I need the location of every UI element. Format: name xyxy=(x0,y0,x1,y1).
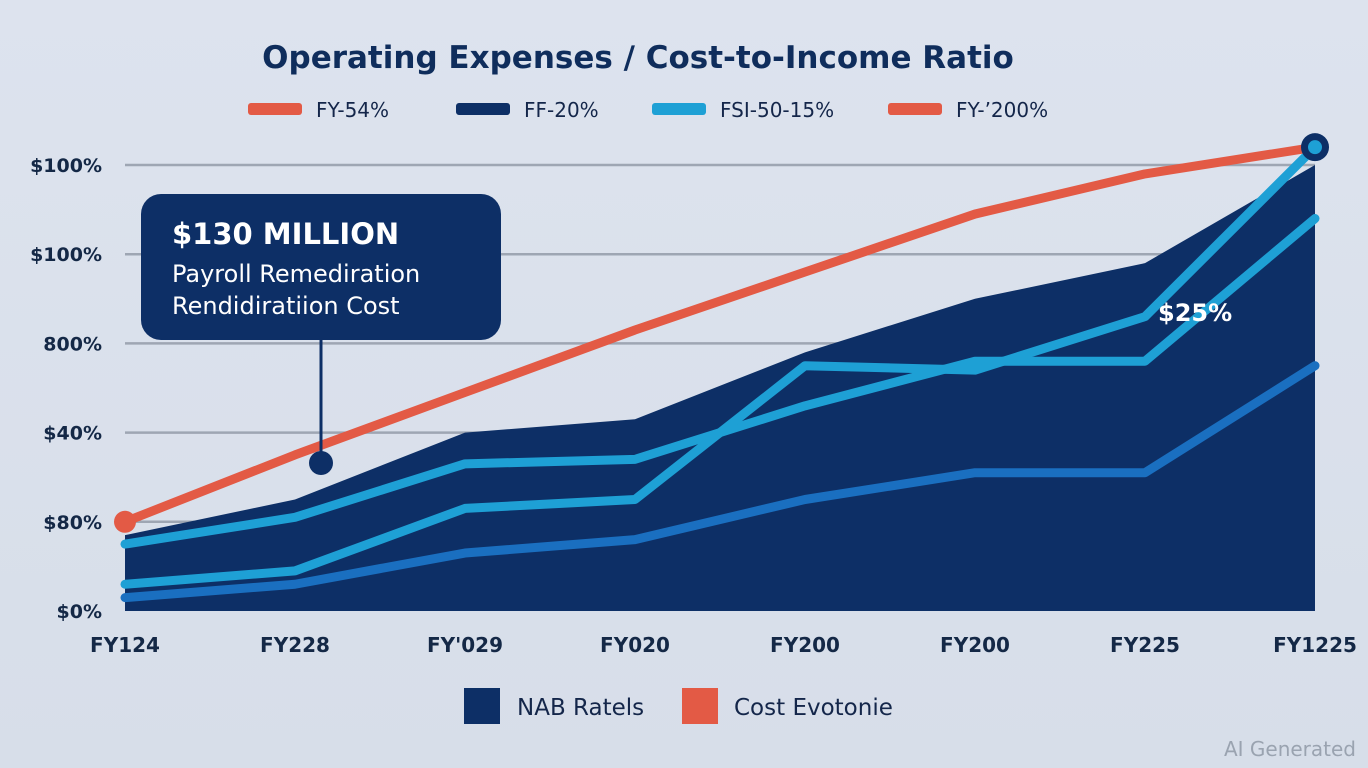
callout-line: Payroll Remediration xyxy=(172,260,420,288)
legend-swatch xyxy=(682,688,718,724)
top-legend-item: FF-20% xyxy=(456,98,599,122)
legend-swatch xyxy=(652,103,706,115)
top-legend-item: FY-54% xyxy=(248,98,389,122)
area-series xyxy=(125,165,1315,611)
line-series xyxy=(120,361,1320,603)
x-tick-label: FY200 xyxy=(770,633,840,657)
y-tick-label: $80% xyxy=(43,512,102,534)
legend-swatch xyxy=(464,688,500,724)
x-tick-label: FY228 xyxy=(260,633,330,657)
legend-swatch xyxy=(248,103,302,115)
y-tick-label: $40% xyxy=(43,423,102,445)
chart-title: Operating Expenses ∕ Cost-to-Income Rati… xyxy=(262,40,1014,76)
x-tick-label: FY225 xyxy=(1110,633,1180,657)
y-tick-label: $100% xyxy=(30,155,102,177)
x-tick-label: FY124 xyxy=(90,633,160,657)
bottom-legend: NAB Ratels Cost Evotonie xyxy=(464,688,893,724)
legend-swatch xyxy=(456,103,510,115)
x-tick-label: FY'029 xyxy=(427,633,503,657)
callout-box xyxy=(141,194,501,340)
legend-label: FF-20% xyxy=(524,98,599,122)
plot-area xyxy=(114,133,1329,611)
callout-title: $130 MILLION xyxy=(172,217,399,251)
legend-label: FSI-50-15% xyxy=(720,98,834,122)
y-axis: $0% $80% $40% 800% $100% $100% xyxy=(30,155,102,623)
top-legend-item: FY-’200% xyxy=(888,98,1048,122)
bottom-legend-item: NAB Ratels xyxy=(464,688,644,724)
x-tick-label: FY200 xyxy=(940,633,1010,657)
inline-data-label: $25% xyxy=(1158,299,1232,327)
y-tick-label: 800% xyxy=(43,333,102,355)
x-tick-label: FY020 xyxy=(600,633,670,657)
legend-label: NAB Ratels xyxy=(517,695,644,721)
top-legend-item: FSI-50-15% xyxy=(652,98,834,122)
legend-label: FY-54% xyxy=(316,98,389,122)
line-series xyxy=(120,142,1320,527)
callout-annotation: $130 MILLION Payroll Remediration Rendid… xyxy=(141,194,501,475)
bottom-legend-item: Cost Evotonie xyxy=(682,688,893,724)
top-legend: FY-54% FF-20% FSI-50-15% FY-’200% xyxy=(248,98,1048,122)
legend-swatch xyxy=(888,103,942,115)
line-start-marker xyxy=(114,510,136,533)
x-tick-label: FY1225 xyxy=(1273,633,1357,657)
y-tick-label: $100% xyxy=(30,244,102,266)
legend-label: FY-’200% xyxy=(956,98,1048,122)
watermark: AI Generated xyxy=(1224,737,1356,761)
y-tick-label: $0% xyxy=(57,601,102,623)
line-end-marker-inner xyxy=(1308,140,1322,155)
legend-label: Cost Evotonie xyxy=(734,695,893,721)
callout-marker xyxy=(309,451,333,475)
line-series xyxy=(120,142,1320,589)
x-axis: FY124 FY228 FY'029 FY020 FY200 FY200 FY225 FY12… xyxy=(90,633,1357,657)
callout-line: Rendidiratiion Cost xyxy=(172,292,400,320)
